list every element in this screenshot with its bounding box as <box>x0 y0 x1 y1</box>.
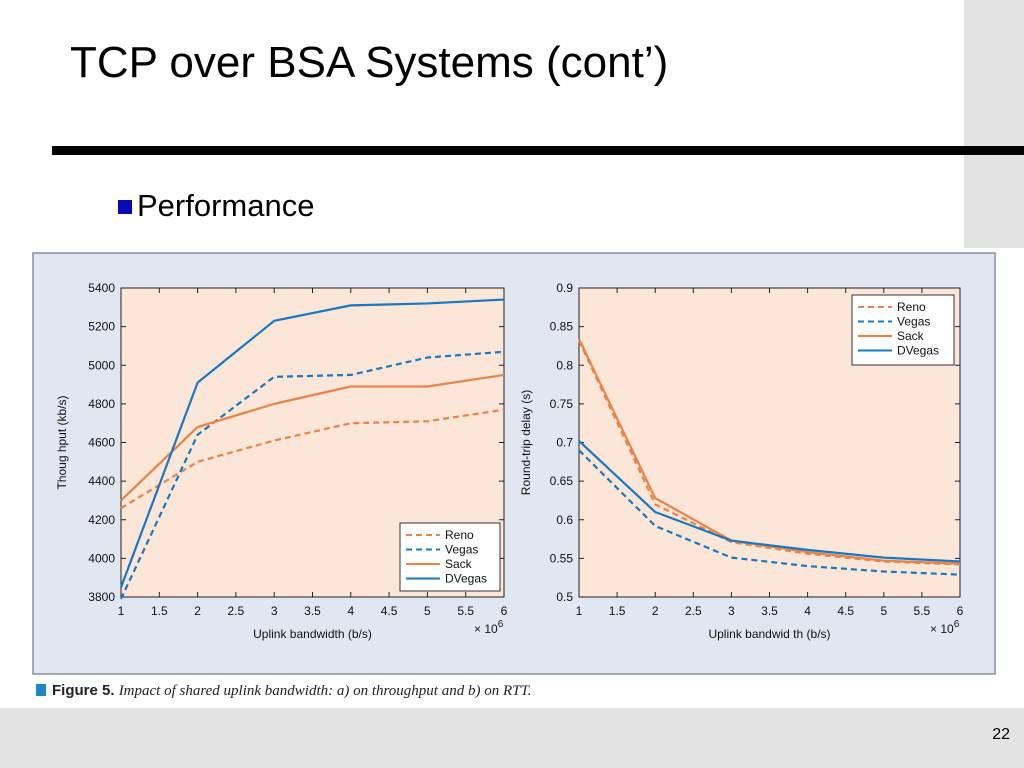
figure-svg: Figure 5. Impact of shared uplink bandwi… <box>32 252 996 699</box>
slide-number: 22 <box>992 726 1010 743</box>
series-line-reno <box>120 408 505 510</box>
y-tick-label: 4800 <box>88 397 115 411</box>
y-tick-label: 4400 <box>88 474 115 488</box>
x-tick-label: 5 <box>424 604 431 618</box>
y-tick-label: 4000 <box>88 551 115 565</box>
y-tick-label: 0.6 <box>556 513 573 527</box>
legend-label: DVegas <box>445 572 487 586</box>
y-tick-label: 0.65 <box>550 474 574 488</box>
slide-title: TCP over BSA Systems (cont’) <box>70 38 669 87</box>
chart-throughput: 1 1.5 2 2.5 3 3.5 4 4.5 5 5.5 6 3800 4000 4200 4400 460… <box>55 281 508 641</box>
legend-label: Reno <box>897 300 926 314</box>
x-tick-label: 3 <box>728 604 735 618</box>
y-tick-label: 3800 <box>88 590 115 604</box>
bullet-square-icon <box>118 200 132 214</box>
y-axis-label: Thoug hput (kb/s) <box>55 395 69 489</box>
y-axis-label: Round-trip delay (s) <box>519 390 533 495</box>
x-tick-label: 3.5 <box>761 604 778 618</box>
x-tick-label: 5.5 <box>457 604 474 618</box>
y-tick-label: 5400 <box>88 281 115 295</box>
x-multiplier-label: × 106 <box>930 619 960 636</box>
y-tick-label: 4200 <box>88 513 115 527</box>
x-tick-label: 6 <box>957 604 964 618</box>
series-line-vegas <box>120 350 505 600</box>
series-line-sack <box>578 338 961 565</box>
figure-caption: Figure 5. Impact of shared uplink bandwi… <box>52 682 531 699</box>
x-tick-label: 1.5 <box>609 604 626 618</box>
legend-label: Reno <box>445 528 474 542</box>
y-tick-label: 0.9 <box>556 281 573 295</box>
x-tick-label: 1 <box>118 604 125 618</box>
title-rule <box>52 146 1024 155</box>
x-tick-label: 4 <box>347 604 354 618</box>
x-tick-label: 5.5 <box>914 604 931 618</box>
x-tick-label: 1.5 <box>151 604 168 618</box>
y-tick-label: 0.75 <box>550 397 574 411</box>
chart-rtt: 1 1.5 2 2.5 3 3.5 4 4.5 5 5.5 6 0.5 0.55 0.6 0.65 0.7 0.… <box>519 281 964 641</box>
series-line-sack <box>120 373 505 502</box>
y-tick-label: 5200 <box>88 320 115 334</box>
caption-text: Impact of shared uplink bandwidth: a) on… <box>118 683 532 699</box>
legend-label: Vegas <box>897 315 930 329</box>
x-multiplier-label: × 106 <box>474 619 504 636</box>
y-tick-label: 0.55 <box>550 551 574 565</box>
legend-label: Sack <box>897 329 925 343</box>
x-multiplier-exponent: 6 <box>498 619 504 630</box>
x-multiplier-exponent: 6 <box>954 619 960 630</box>
x-tick-label: 6 <box>501 604 508 618</box>
y-tick-label: 0.85 <box>550 320 574 334</box>
x-tick-label: 4 <box>804 604 811 618</box>
x-tick-label: 2 <box>194 604 201 618</box>
bottom-background-band <box>0 708 1024 768</box>
x-tick-label: 1 <box>576 604 583 618</box>
series-line-dvegas <box>578 440 961 563</box>
x-tick-label: 2.5 <box>228 604 245 618</box>
x-tick-label: 3.5 <box>304 604 321 618</box>
y-tick-label: 4600 <box>88 436 115 450</box>
series-line-dvegas <box>119 298 505 588</box>
x-axis-label: Uplink bandwidth (b/s) <box>253 627 372 641</box>
y-tick-label: 5000 <box>88 358 115 372</box>
x-axis-label: Uplink bandwid th (b/s) <box>708 627 830 641</box>
legend-label: Vegas <box>445 543 478 557</box>
y-tick-label: 0.8 <box>556 358 573 372</box>
legend-label: DVegas <box>897 344 939 358</box>
x-tick-label: 2.5 <box>685 604 702 618</box>
caption-label: Figure 5. <box>52 682 119 699</box>
caption-square-icon <box>36 684 46 696</box>
y-tick-label: 0.5 <box>556 590 573 604</box>
right-background-band <box>964 0 1024 248</box>
bullet-performance: Performance <box>137 188 315 223</box>
x-tick-label: 4.5 <box>381 604 398 618</box>
x-tick-label: 3 <box>271 604 278 618</box>
series-line-vegas <box>578 449 961 576</box>
x-tick-label: 2 <box>652 604 659 618</box>
x-tick-label: 4.5 <box>837 604 854 618</box>
figure: Figure 5. Impact of shared uplink bandwi… <box>28 248 1002 708</box>
y-tick-label: 0.7 <box>556 436 573 450</box>
legend-label: Sack <box>445 557 473 571</box>
x-tick-label: 5 <box>880 604 887 618</box>
